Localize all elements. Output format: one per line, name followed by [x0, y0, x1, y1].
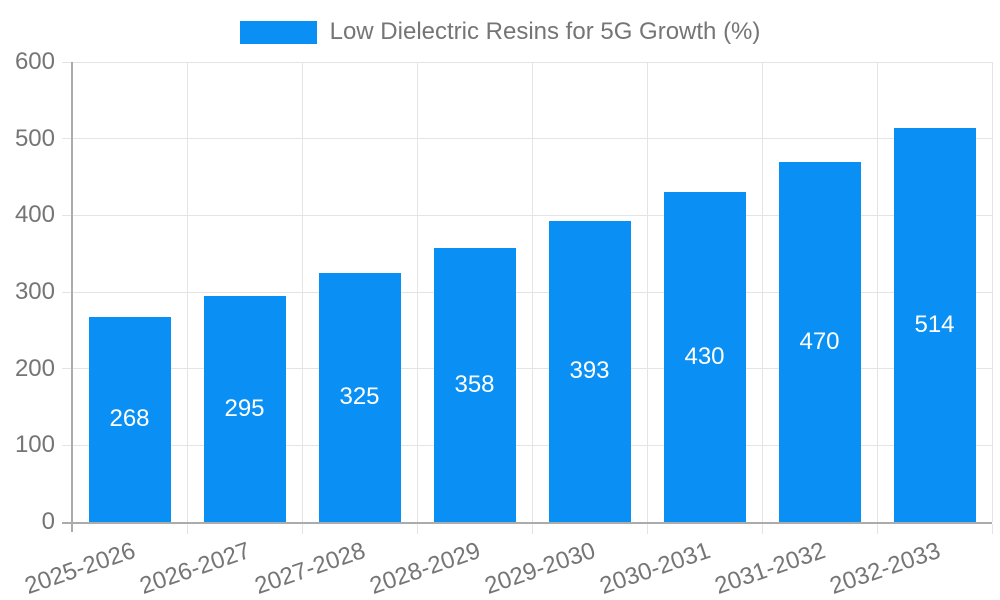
x-axis-tick [301, 524, 303, 534]
y-tick-label: 0 [41, 508, 55, 535]
chart-legend[interactable]: Low Dielectric Resins for 5G Growth (%) [0, 18, 1000, 46]
y-axis-tick [62, 61, 72, 63]
gridline-v [416, 62, 418, 522]
y-tick-label: 100 [14, 431, 55, 459]
x-axis-tick [761, 524, 763, 534]
x-axis-tick [531, 524, 533, 534]
bar-2031-2032[interactable] [778, 161, 861, 522]
y-tick-label: 300 [14, 278, 55, 305]
y-axis-tick [62, 138, 72, 140]
gridline-v [761, 62, 763, 522]
y-tick-label: 200 [14, 354, 55, 382]
bar-2028-2029[interactable] [433, 247, 516, 522]
bar-2026-2027[interactable] [203, 295, 286, 522]
bar-value-label: 325 [339, 383, 380, 411]
y-tick-label: 400 [14, 201, 55, 229]
y-axis-tick [62, 214, 72, 216]
bar-2032-2033[interactable] [893, 127, 976, 522]
x-axis-tick [646, 524, 648, 534]
y-tick-label: 600 [14, 48, 55, 75]
legend-label: Low Dielectric Resins for 5G Growth (%) [329, 18, 761, 45]
bar-2029-2030[interactable] [548, 220, 631, 522]
x-axis-tick [876, 524, 878, 534]
bar-value-label: 470 [799, 327, 840, 355]
bar-value-label: 430 [684, 343, 725, 371]
bar-value-label: 295 [224, 394, 265, 422]
y-axis-tick [62, 444, 72, 446]
y-axis-line [71, 62, 73, 532]
y-tick-label: 500 [14, 124, 55, 152]
gridline-v [186, 62, 188, 522]
bar-value-label: 268 [109, 405, 150, 433]
bar-2027-2028[interactable] [318, 272, 401, 522]
bar-2025-2026[interactable] [88, 316, 171, 522]
gridline-v [531, 62, 533, 522]
gridline-v [991, 62, 993, 522]
gridline-v [646, 62, 648, 522]
x-axis-tick [186, 524, 188, 534]
gridline-v [301, 62, 303, 522]
x-axis-line [62, 522, 992, 524]
bar-value-label: 358 [454, 370, 495, 398]
bar-value-label: 393 [569, 357, 610, 385]
x-axis-tick [416, 524, 418, 534]
x-axis-tick [991, 524, 993, 534]
bar-2030-2031[interactable] [663, 192, 746, 522]
legend-swatch-icon [239, 20, 317, 44]
bar-value-label: 514 [914, 310, 955, 338]
y-axis-tick [62, 368, 72, 370]
y-axis-tick [62, 291, 72, 293]
gridline-v [876, 62, 878, 522]
